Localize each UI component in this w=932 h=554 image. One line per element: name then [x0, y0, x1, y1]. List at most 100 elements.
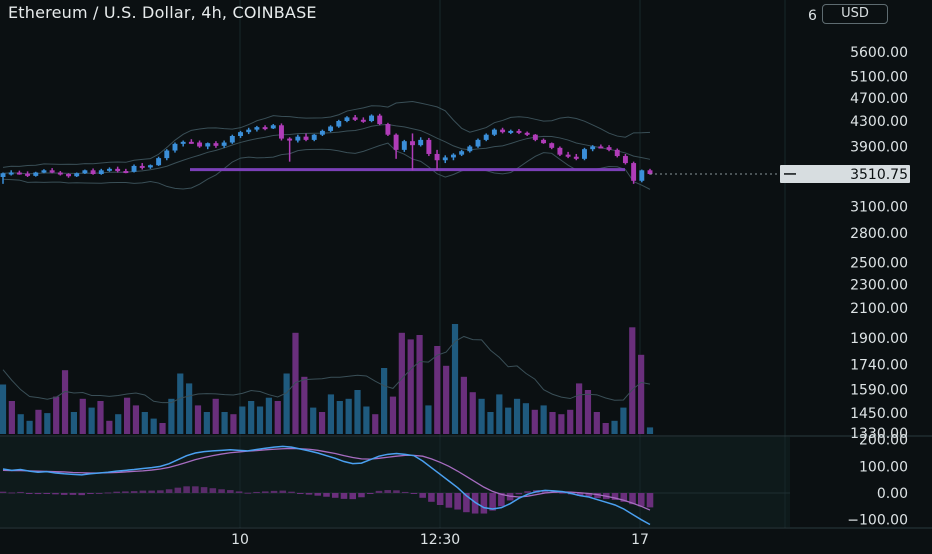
candle-body	[0, 173, 6, 177]
candle-body	[319, 130, 325, 135]
candle-body	[426, 139, 432, 154]
macd-histogram-bar	[410, 493, 418, 494]
macd-histogram-bar	[200, 487, 208, 493]
candle-body	[295, 136, 301, 141]
price-axis-label: 2800.00	[850, 226, 908, 242]
candle-body	[180, 141, 186, 144]
chart-title: Ethereum / U.S. Dollar, 4h, COINBASE	[8, 3, 317, 22]
macd-histogram-bar	[288, 491, 295, 493]
currency-button[interactable]: USD	[822, 4, 888, 24]
candle-body	[229, 135, 235, 143]
macd-histogram-bar	[419, 493, 426, 498]
volume-bar	[0, 384, 7, 434]
macd-histogram-bar	[8, 492, 16, 494]
volume-bar	[115, 414, 122, 434]
bb-basis-line	[2, 123, 651, 175]
volume-bar	[177, 373, 184, 434]
candle-body	[459, 151, 465, 155]
candle-body	[172, 143, 178, 151]
macd-histogram-bar	[52, 493, 59, 495]
price-axis-label: 5600.00	[850, 45, 908, 61]
candle-body	[25, 173, 31, 176]
time-axis-label: 10	[231, 532, 249, 548]
candle-body	[49, 170, 55, 173]
volume-bar	[478, 398, 485, 434]
volume-bar	[584, 390, 592, 434]
macd-histogram-bar	[401, 491, 409, 493]
volume-axis-label: 1590.00	[850, 383, 908, 399]
candle-body	[213, 143, 219, 146]
macd-axis-label: 0.00	[877, 486, 908, 502]
macd-histogram-bar	[165, 489, 173, 493]
price-axis-label: 2100.00	[850, 301, 908, 317]
macd-histogram-bar	[78, 493, 85, 496]
volume-bar	[460, 376, 467, 434]
candle-body	[557, 147, 563, 155]
candle-body	[450, 154, 456, 158]
candle-body	[524, 132, 530, 135]
macd-histogram-bar	[17, 491, 24, 493]
candle-body	[164, 150, 170, 159]
volume-bar	[354, 390, 361, 434]
macd-line	[2, 445, 651, 526]
volume-bar	[407, 339, 414, 434]
macd-histogram-bar	[0, 491, 7, 493]
macd-histogram-bar	[235, 491, 243, 493]
volume-bar	[132, 405, 140, 434]
volume-bar	[513, 398, 521, 434]
volume-bar	[638, 354, 645, 434]
grid	[0, 0, 932, 529]
volume-bar	[53, 396, 60, 434]
candle-body	[107, 168, 112, 171]
candle-body	[221, 142, 227, 146]
volume-bar	[567, 409, 574, 434]
macd-histogram-bar	[358, 493, 365, 498]
macd-histogram-bar	[366, 493, 374, 494]
candle-body	[82, 170, 88, 174]
volume-bar	[106, 420, 113, 434]
candle-body	[139, 165, 145, 168]
volume-bar	[496, 394, 503, 434]
volume-bar	[221, 412, 228, 434]
time-axis[interactable]: 10 12:30 17	[231, 532, 649, 548]
macd-histogram-bar	[130, 491, 138, 493]
macd-histogram-bar	[646, 493, 654, 508]
volume-ma-line	[2, 335, 651, 404]
macd-histogram-bar	[375, 490, 383, 493]
volume-bar	[531, 409, 538, 434]
macd-axis-label: 100.00	[859, 459, 908, 475]
volume-bar	[310, 407, 317, 434]
candle-body	[278, 125, 284, 139]
volume-bar	[79, 398, 86, 434]
signal-line	[2, 447, 651, 511]
candle-body	[516, 130, 522, 133]
volume-bar	[26, 420, 33, 434]
macd-histogram-bar	[541, 490, 549, 493]
volume-bar	[301, 376, 308, 434]
macd-histogram-bar	[471, 493, 479, 514]
candle-body	[238, 132, 243, 136]
macd-histogram-bar	[463, 493, 470, 513]
candlesticks	[0, 101, 790, 190]
candle-body	[336, 121, 342, 127]
volume-bar	[487, 412, 494, 434]
macd-histogram-bar	[305, 493, 313, 495]
macd-axis-label: −100.00	[847, 513, 908, 529]
volume-bar	[230, 414, 237, 434]
volume-axis-label: 1740.00	[850, 358, 908, 374]
volume-bar	[505, 407, 512, 434]
volume-axis-label: 1900.00	[850, 331, 908, 347]
price-axis[interactable]: 6 5600.00 5100.00 4700.00 4300.00 3900.00 3100…	[780, 8, 910, 529]
macd-histogram-bar	[192, 486, 199, 493]
macd-histogram-bar	[489, 493, 496, 511]
candle-body	[647, 170, 653, 174]
volume-bar	[239, 406, 246, 434]
price-axis-label: 3900.00	[850, 139, 908, 155]
macd-histogram-bar	[585, 493, 593, 497]
price-axis-label: 2500.00	[850, 256, 908, 272]
candle-body	[344, 117, 350, 121]
candle-body	[197, 142, 203, 147]
price-axis-label: 2300.00	[850, 277, 908, 293]
macd-histogram-bar	[104, 492, 112, 494]
